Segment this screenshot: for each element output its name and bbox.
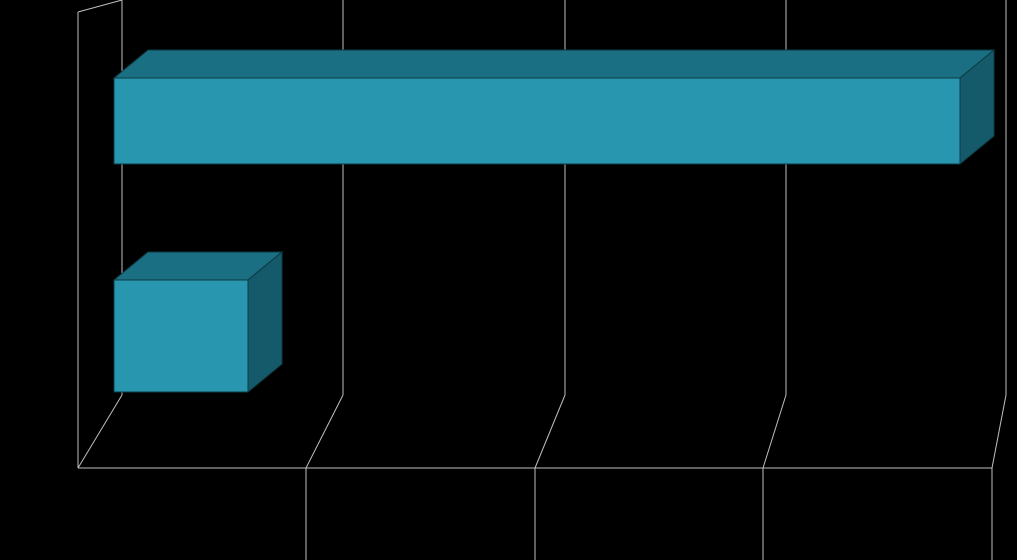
bar3d-chart [0, 0, 1017, 560]
